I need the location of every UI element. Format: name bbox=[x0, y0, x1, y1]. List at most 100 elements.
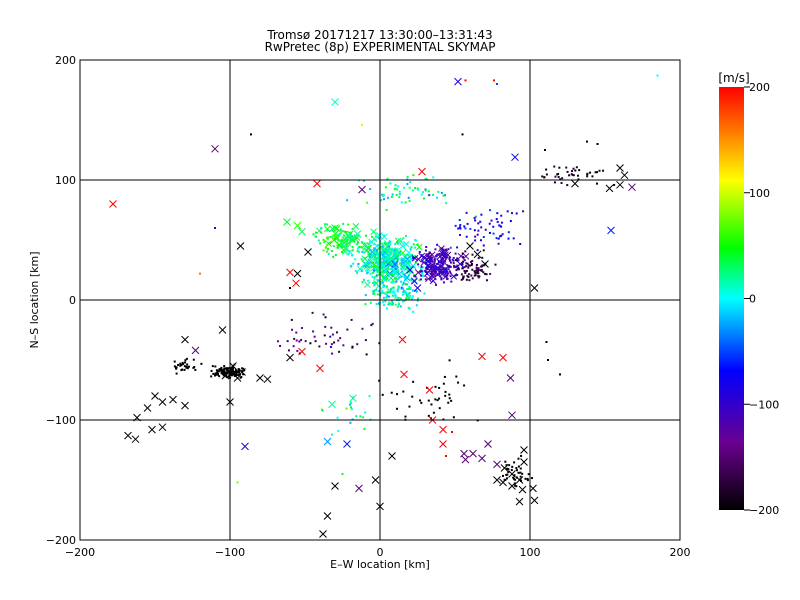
data-point bbox=[402, 390, 405, 393]
data-point bbox=[488, 222, 491, 225]
data-point bbox=[359, 415, 362, 418]
data-point bbox=[382, 270, 385, 273]
data-point bbox=[561, 177, 564, 180]
data-point bbox=[360, 241, 363, 244]
data-point bbox=[367, 242, 370, 245]
data-point bbox=[314, 340, 317, 343]
data-point bbox=[314, 235, 317, 238]
data-point bbox=[482, 249, 485, 252]
data-point bbox=[480, 226, 483, 229]
data-point bbox=[515, 212, 518, 215]
data-point bbox=[438, 407, 441, 410]
data-marker bbox=[388, 452, 396, 460]
data-point bbox=[450, 280, 453, 283]
data-point bbox=[286, 340, 289, 343]
data-point bbox=[370, 265, 373, 268]
data-point bbox=[477, 229, 480, 232]
data-point bbox=[500, 225, 503, 228]
data-point bbox=[342, 222, 345, 225]
data-point bbox=[349, 231, 352, 234]
data-point bbox=[378, 379, 381, 382]
data-point bbox=[477, 272, 480, 275]
data-point bbox=[526, 477, 529, 480]
data-point bbox=[234, 369, 237, 372]
data-point bbox=[522, 210, 525, 213]
data-point bbox=[408, 199, 411, 202]
data-marker bbox=[361, 255, 369, 263]
data-point bbox=[377, 255, 380, 258]
data-point bbox=[412, 289, 415, 292]
data-point bbox=[416, 243, 419, 246]
data-marker bbox=[530, 284, 539, 292]
data-point bbox=[589, 171, 592, 174]
data-point bbox=[400, 262, 403, 265]
data-point bbox=[214, 372, 217, 375]
data-marker bbox=[439, 440, 447, 448]
data-point bbox=[396, 268, 399, 271]
data-point bbox=[409, 286, 412, 289]
data-point bbox=[400, 276, 403, 279]
data-marker bbox=[481, 260, 489, 268]
data-marker bbox=[293, 221, 302, 230]
data-point bbox=[387, 242, 390, 245]
data-point bbox=[227, 375, 230, 378]
data-marker bbox=[286, 268, 294, 277]
data-point bbox=[338, 350, 341, 353]
data-point bbox=[394, 295, 397, 298]
data-point bbox=[381, 393, 384, 396]
data-point bbox=[510, 212, 513, 215]
data-point bbox=[389, 241, 392, 244]
data-point bbox=[199, 272, 201, 275]
data-point bbox=[423, 292, 426, 295]
data-point bbox=[396, 407, 399, 410]
data-point bbox=[418, 251, 421, 254]
data-marker bbox=[389, 247, 396, 255]
data-point bbox=[361, 251, 364, 254]
data-point bbox=[409, 258, 412, 261]
data-point bbox=[440, 278, 443, 281]
data-point bbox=[361, 268, 364, 271]
data-point bbox=[382, 286, 385, 289]
data-point bbox=[362, 251, 365, 254]
data-marker bbox=[466, 242, 474, 250]
data-point bbox=[215, 369, 218, 372]
data-point bbox=[361, 281, 364, 284]
data-point bbox=[430, 264, 433, 267]
data-point bbox=[443, 271, 446, 274]
data-point bbox=[392, 286, 395, 289]
data-marker bbox=[353, 230, 362, 238]
data-point bbox=[425, 259, 428, 262]
data-point bbox=[506, 210, 509, 213]
data-point bbox=[429, 257, 432, 260]
data-point bbox=[388, 260, 391, 263]
data-point bbox=[465, 262, 468, 265]
data-point bbox=[495, 237, 498, 240]
y-tick-label: −100 bbox=[46, 414, 76, 427]
data-point bbox=[295, 331, 298, 334]
data-point bbox=[380, 262, 383, 265]
data-point bbox=[357, 241, 360, 244]
data-point bbox=[489, 272, 492, 275]
data-point bbox=[513, 484, 516, 487]
data-marker bbox=[607, 226, 615, 235]
data-marker bbox=[343, 440, 351, 448]
data-marker bbox=[434, 270, 442, 278]
data-point bbox=[410, 297, 413, 300]
data-point bbox=[394, 270, 397, 273]
data-point bbox=[489, 209, 492, 212]
data-point bbox=[560, 181, 563, 184]
data-point bbox=[586, 175, 589, 178]
data-point bbox=[327, 252, 330, 255]
data-point bbox=[338, 232, 341, 235]
data-point bbox=[330, 250, 333, 253]
y-tick-label: 200 bbox=[55, 54, 76, 67]
data-point bbox=[547, 359, 549, 361]
data-point bbox=[320, 226, 323, 229]
data-point bbox=[177, 363, 180, 366]
data-point bbox=[424, 278, 427, 281]
data-point bbox=[396, 296, 399, 299]
data-point bbox=[408, 292, 411, 295]
data-marker bbox=[383, 254, 392, 262]
data-point bbox=[386, 250, 389, 253]
data-point bbox=[526, 479, 529, 482]
